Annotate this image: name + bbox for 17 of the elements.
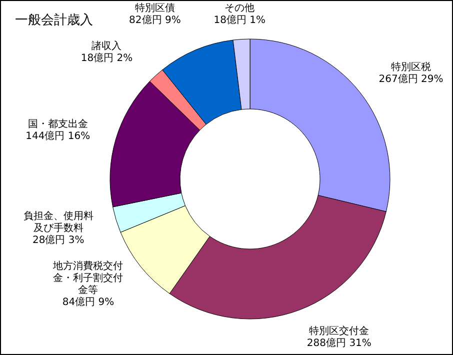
slice-label: 地方消費税交付金・利子割交付金等	[52, 261, 124, 296]
data-label: 18億円 2%	[80, 53, 134, 66]
data-label: 144億円 16%	[24, 131, 92, 144]
data-label: 28億円 3%	[31, 234, 86, 247]
data-label: 18億円 1%	[212, 15, 267, 27]
slice-label: 特別区税	[390, 62, 432, 74]
data-label: 84億円 9%	[61, 297, 116, 310]
data-label: 267億円 29%	[378, 74, 444, 86]
slice-label: 負担金、使用料及び手数料	[22, 210, 94, 234]
slice-label: 特別区債	[134, 3, 176, 14]
data-label: 288億円 31%	[306, 338, 372, 350]
slice-label: 特別区交付金	[308, 326, 370, 338]
slice-label: その他	[224, 3, 256, 14]
slice-label: 諸収入	[90, 41, 123, 52]
text: 一般会計歳入	[15, 12, 93, 29]
data-label: 82億円 9%	[128, 15, 182, 27]
slice-label: 国・都支出金	[26, 119, 89, 130]
